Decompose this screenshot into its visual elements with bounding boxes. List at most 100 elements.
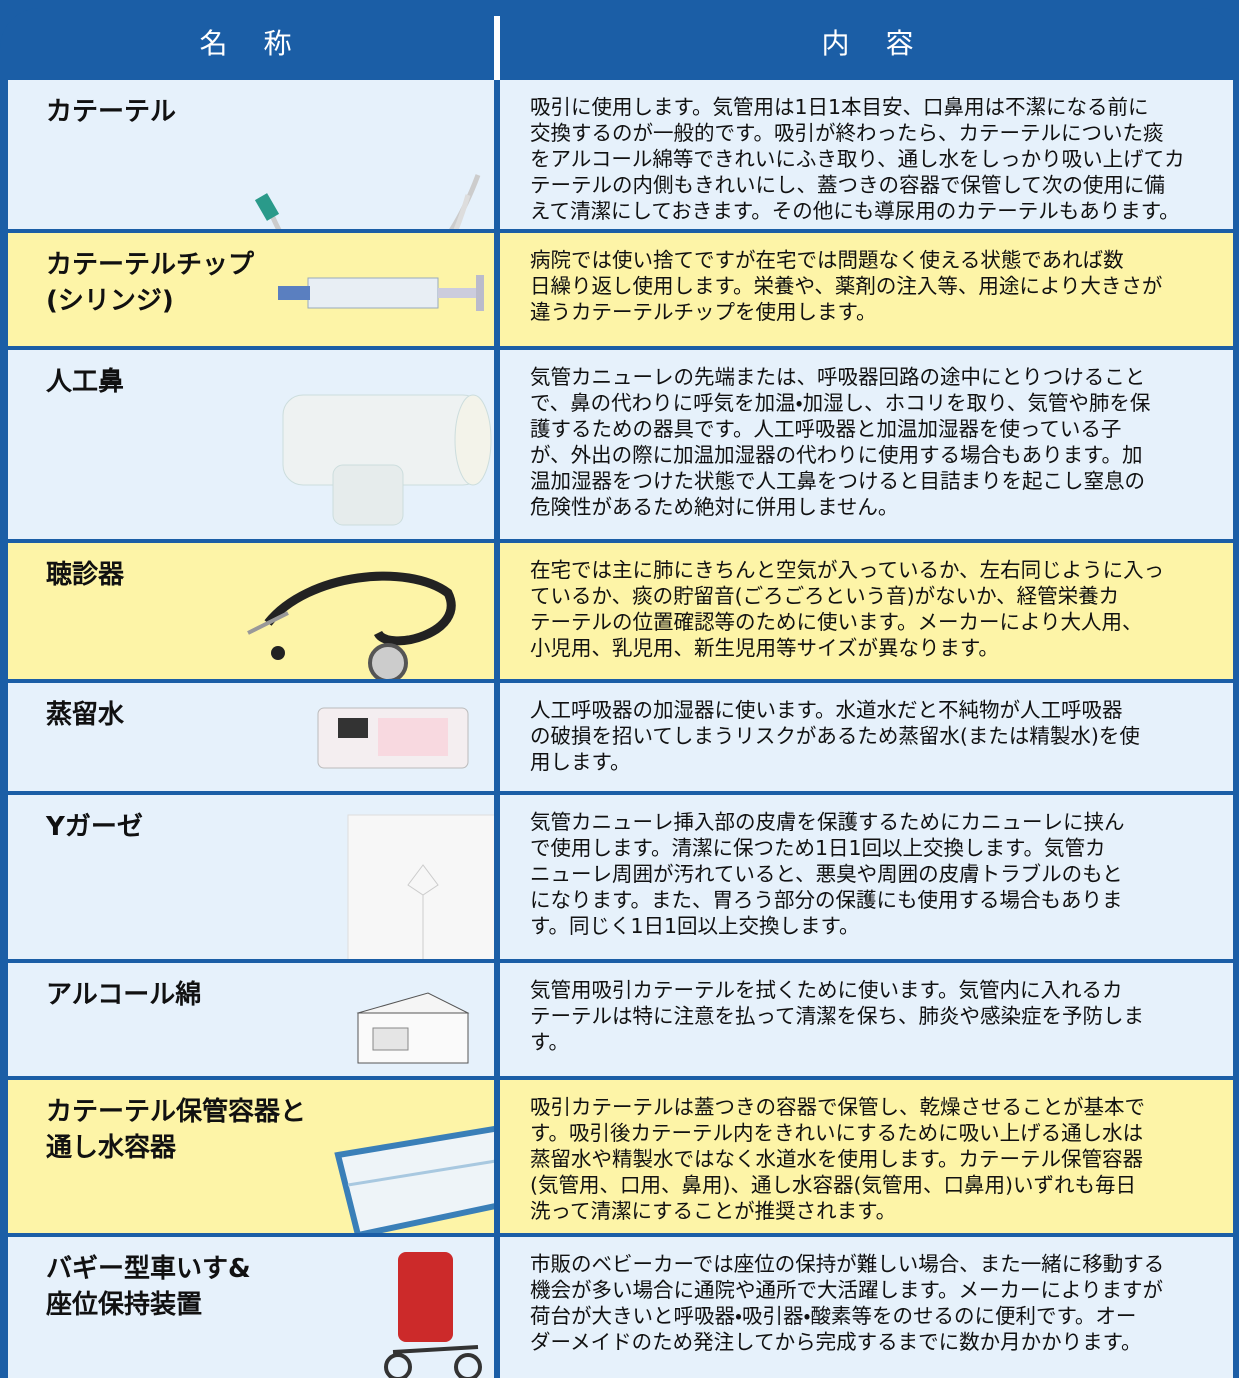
description-line: で、鼻の代わりに呼気を加温・加湿し、ホコリを取り、気管や肺を保 xyxy=(530,391,1151,415)
illustration xyxy=(347,814,494,959)
item-name: アルコール綿 xyxy=(46,977,201,1013)
description-line: 蒸留水や精製水ではなく水道水を使用します。カテーテル保管容器 xyxy=(530,1147,1143,1171)
description-line: ニューレ周囲が汚れていると、悪臭や周囲の皮膚トラブルのもと xyxy=(530,862,1123,886)
illustration xyxy=(356,992,470,1064)
description-line: 気管カニューレの先端または、呼吸器回路の途中にとりつけること xyxy=(530,365,1146,389)
name-line: バギー型車いす& xyxy=(46,1254,251,1284)
item-name: カテーテル xyxy=(46,94,176,130)
description-line: 吸引に使用します。気管用は1日1本目安、口鼻用は不潔になる前に xyxy=(530,95,1149,119)
description-line: が、外出の際に加温加湿器の代わりに使用する場合もあります。加 xyxy=(530,443,1143,467)
illustration xyxy=(278,275,484,311)
header-divider xyxy=(494,16,500,80)
name-cell: バギー型車いす& 座位保持装置 xyxy=(8,1237,494,1378)
illustration xyxy=(317,707,469,769)
content-cell: 在宅では主に肺にきちんと空気が入っているか、左右同じように入っ ているか、痰の貯留… xyxy=(500,543,1233,679)
content-cell: 気管カニューレ挿入部の皮膚を保護するためにカニューレに挟ん で使用します。清潔に保… xyxy=(500,795,1233,959)
item-name: Yガーゼ xyxy=(46,809,143,845)
description-line: ダーメイドのため発注してから完成するまでに数か月かかります。 xyxy=(530,1330,1142,1354)
description-line: 日繰り返し使用します。栄養や、薬剤の注入等、用途により大きさが xyxy=(530,274,1163,298)
item-name: 聴診器 xyxy=(46,557,124,593)
illustration xyxy=(334,1125,494,1233)
description-line: になります。また、胃ろう部分の保護にも使用する場合もありま xyxy=(530,888,1123,912)
description-line: す。同じく1日1回以上交換します。 xyxy=(530,914,860,938)
illustration xyxy=(282,394,492,526)
name-line: カテーテル保管容器と xyxy=(46,1097,307,1127)
item-description: 市販のベビーカーでは座位の保持が難しい場合、また一緒に移動する 機会が多い場合に通… xyxy=(530,1251,1164,1355)
item-description: 気管カニューレの先端または、呼吸器回路の途中にとりつけること で、鼻の代わりに呼気… xyxy=(530,364,1150,520)
item-description: 気管用吸引カテーテルを拭くために使います。気管内に入れるカ テーテルは特に注意を払… xyxy=(530,977,1144,1055)
item-description: 人工呼吸器の加湿器に使います。水道水だと不純物が人工呼吸器 の破損を招いてしまうリ… xyxy=(530,697,1140,775)
description-line: す。吸引後カテーテル内をきれいにするために吸い上げる通し水は xyxy=(530,1121,1144,1145)
description-line: 市販のベビーカーでは座位の保持が難しい場合、また一緒に移動する xyxy=(530,1252,1165,1276)
description-line: 在宅では主に肺にきちんと空気が入っているか、左右同じように入っ xyxy=(530,558,1165,582)
description-line: をアルコール綿等できれいにふき取り、通し水をしっかり吸い上げてカ xyxy=(530,147,1185,171)
description-line: 機会が多い場合に通院や通所で大活躍します。メーカーによりますが xyxy=(530,1278,1164,1302)
description-line: えて清潔にしておきます。その他にも導尿用のカテーテルもあります。 xyxy=(530,199,1180,223)
description-line: 危険性があるため絶対に併用しません。 xyxy=(530,495,899,519)
description-line: 小児用、乳児用、新生児用等サイズが異なります。 xyxy=(530,636,999,660)
illustration xyxy=(247,571,456,679)
name-line: 通し水容器 xyxy=(46,1133,177,1163)
content-cell: 気管カニューレの先端または、呼吸器回路の途中にとりつけること で、鼻の代わりに呼気… xyxy=(500,350,1233,539)
item-name: カテーテル保管容器と 通し水容器 xyxy=(46,1094,306,1166)
illustration xyxy=(384,1252,482,1378)
description-line: 荷台が大きいと呼吸器・吸引器・酸素等をのせるのに便利です。オー xyxy=(530,1304,1137,1328)
name-cell: 聴診器 xyxy=(8,543,494,679)
content-cell: 市販のベビーカーでは座位の保持が難しい場合、また一緒に移動する 機会が多い場合に通… xyxy=(500,1237,1233,1378)
item-description: 吸引に使用します。気管用は1日1本目安、口鼻用は不潔になる前に 交換するのが一般的… xyxy=(530,94,1185,224)
name-cell: アルコール綿 xyxy=(8,963,494,1076)
name-line: カテーテル xyxy=(46,97,177,127)
description-line: ているか、痰の貯留音(ごろごろという音)がないか、経管栄養カ xyxy=(530,584,1120,608)
name-line: 蒸留水 xyxy=(46,700,125,730)
name-line: アルコール綿 xyxy=(46,980,202,1010)
item-name: 人工鼻 xyxy=(46,364,124,400)
name-cell: 蒸留水 xyxy=(8,683,494,791)
description-line: 護するための器具です。人工呼吸器と加温加湿器を使っている子 xyxy=(530,417,1122,441)
item-name: カテーテルチップ (シリンジ) xyxy=(46,247,254,319)
description-line: テーテルの位置確認等のために使います。メーカーにより大人用、 xyxy=(530,610,1143,634)
table-header: 名 称 内 容 xyxy=(0,8,1239,80)
name-line: 座位保持装置 xyxy=(46,1290,203,1320)
description-line: 吸引カテーテルは蓋つきの容器で保管し、乾燥させることが基本で xyxy=(530,1095,1145,1119)
name-cell: カテーテル保管容器と 通し水容器 xyxy=(8,1080,494,1233)
description-line: テーテルは特に注意を払って清潔を保ち、肺炎や感染症を予防しま xyxy=(530,1004,1144,1028)
description-line: テーテルの内側もきれいにし、蓋つきの容器で保管して次の使用に備 xyxy=(530,173,1165,197)
name-line: (シリンジ) xyxy=(46,286,174,316)
header-name: 名 称 xyxy=(199,27,296,60)
item-description: 病院では使い捨てですが在宅では問題なく使える状態であれば数 日繰り返し使用します。… xyxy=(530,247,1162,325)
description-line: 洗って清潔にすることが推奨されます。 xyxy=(530,1199,897,1223)
description-line: 人工呼吸器の加湿器に使います。水道水だと不純物が人工呼吸器 xyxy=(530,698,1123,722)
item-name: 蒸留水 xyxy=(46,697,124,733)
content-cell: 吸引カテーテルは蓋つきの容器で保管し、乾燥させることが基本で す。吸引後カテーテル… xyxy=(500,1080,1233,1233)
description-line: 気管カニューレ挿入部の皮膚を保護するためにカニューレに挟ん xyxy=(530,810,1125,834)
item-name: バギー型車いす& 座位保持装置 xyxy=(46,1251,251,1323)
name-cell: 人工鼻 xyxy=(8,350,494,539)
content-cell: 気管用吸引カテーテルを拭くために使います。気管内に入れるカ テーテルは特に注意を払… xyxy=(500,963,1233,1076)
item-description: 在宅では主に肺にきちんと空気が入っているか、左右同じように入っ ているか、痰の貯留… xyxy=(530,557,1164,661)
description-line: 温加湿器をつけた状態で人工鼻をつけると目詰まりを起こし窒息の xyxy=(530,469,1145,493)
description-line: で使用します。清潔に保つため1日1回以上交換します。気管カ xyxy=(530,836,1106,860)
name-line: 聴診器 xyxy=(46,560,125,590)
item-description: 吸引カテーテルは蓋つきの容器で保管し、乾燥させることが基本で す。吸引後カテーテル… xyxy=(530,1094,1145,1224)
description-line: す。 xyxy=(530,1030,569,1054)
content-cell: 人工呼吸器の加湿器に使います。水道水だと不純物が人工呼吸器 の破損を招いてしまうリ… xyxy=(500,683,1233,791)
content-cell: 病院では使い捨てですが在宅では問題なく使える状態であれば数 日繰り返し使用します。… xyxy=(500,233,1233,346)
name-line: カテーテルチップ xyxy=(46,250,255,280)
description-line: 違うカテーテルチップを使用します。 xyxy=(530,300,877,324)
description-line: 交換するのが一般的です。吸引が終わったら、カテーテルについた痰 xyxy=(530,121,1164,145)
description-line: 病院では使い捨てですが在宅では問題なく使える状態であれば数 xyxy=(530,248,1124,272)
item-description: 気管カニューレ挿入部の皮膚を保護するためにカニューレに挟ん で使用します。清潔に保… xyxy=(530,809,1125,939)
description-line: の破損を招いてしまうリスクがあるため蒸留水(または精製水)を使 xyxy=(530,724,1140,748)
description-line: 用します。 xyxy=(530,750,631,774)
name-cell: Yガーゼ xyxy=(8,795,494,959)
name-line: 人工鼻 xyxy=(46,367,125,397)
name-cell: カテーテルチップ (シリンジ) xyxy=(8,233,494,346)
content-cell: 吸引に使用します。気管用は1日1本目安、口鼻用は不潔になる前に 交換するのが一般的… xyxy=(500,80,1233,229)
description-line: (気管用、口用、鼻用)、通し水容器(気管用、口鼻用)いずれも毎日 xyxy=(530,1173,1136,1197)
name-line: Yガーゼ xyxy=(46,812,143,842)
header-content: 内 容 xyxy=(821,27,918,60)
description-line: 気管用吸引カテーテルを拭くために使います。気管内に入れるカ xyxy=(530,978,1123,1002)
illustration xyxy=(254,174,481,229)
name-cell: カテーテル xyxy=(8,80,494,229)
